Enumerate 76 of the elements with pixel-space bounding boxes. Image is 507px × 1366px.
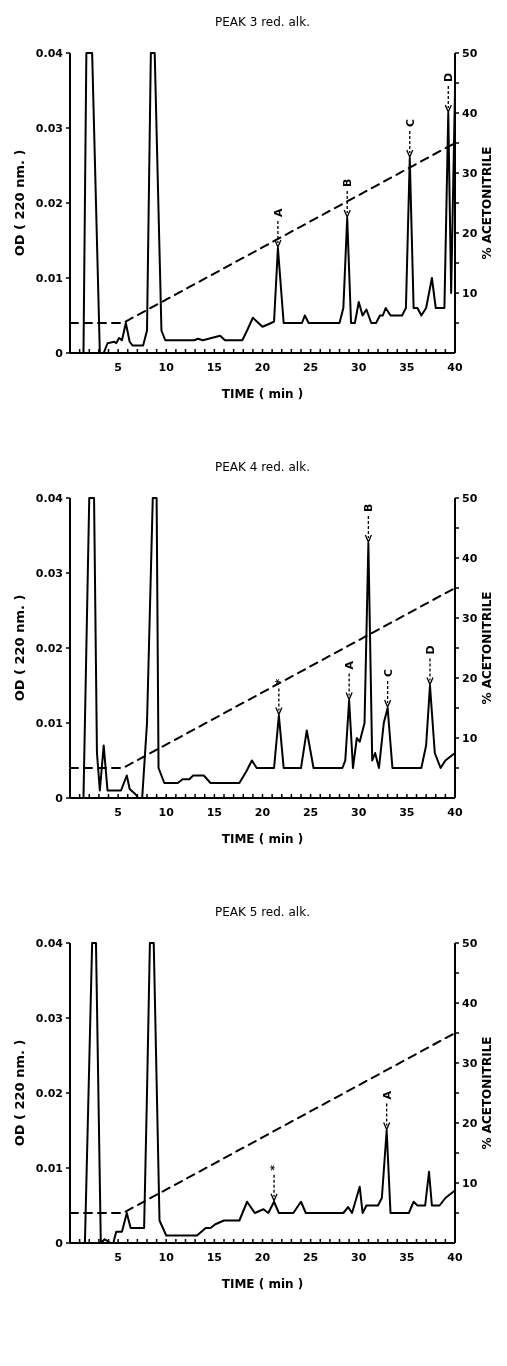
y-tick-label: 0.04 [35, 937, 64, 950]
x-tick-label: 35 [399, 361, 415, 374]
y-tick-label: 0 [55, 792, 64, 805]
annotation: D [442, 72, 456, 82]
y2-tick-label: 20 [462, 1117, 478, 1130]
x-tick-label: 30 [351, 806, 367, 819]
y-tick-label: 0.03 [35, 567, 63, 580]
x-tick-label: 20 [254, 1251, 271, 1264]
y-tick-label: 0 [55, 347, 64, 360]
y-tick-label: 0.04 [35, 47, 64, 60]
x-tick-label: 20 [254, 806, 271, 819]
annotation: B [341, 178, 355, 187]
x-tick-label: 15 [206, 1251, 223, 1264]
y2-tick-label: 30 [462, 1057, 478, 1070]
x-axis-title: TIME ( min ) [221, 1277, 304, 1291]
y2-tick-label: 50 [462, 937, 478, 950]
y2-tick-label: 40 [462, 997, 478, 1010]
annotation: C [403, 118, 417, 127]
x-tick-label: 35 [399, 1251, 415, 1264]
y2-tick-label: 30 [462, 612, 478, 625]
x-tick-label: 10 [158, 1251, 175, 1264]
y-axis-title: OD ( 220 nm. ) [12, 149, 27, 257]
annotation: C [381, 668, 395, 677]
y-tick-label: 0 [55, 1237, 64, 1250]
y2-tick-label: 10 [462, 1177, 478, 1190]
chart-title: PEAK 4 red. alk. [215, 460, 310, 474]
y-tick-label: 0.01 [35, 1162, 63, 1175]
y2-axis-title: % ACETONITRILE [480, 591, 494, 705]
x-tick-label: 5 [114, 1251, 122, 1264]
annotation: A [380, 1090, 394, 1100]
y-tick-label: 0.04 [35, 492, 64, 505]
chart-title: PEAK 5 red. alk. [215, 905, 310, 919]
y2-axis-title: % ACETONITRILE [480, 1036, 494, 1150]
x-tick-label: 5 [114, 361, 122, 374]
y2-tick-label: 10 [462, 732, 478, 745]
y-tick-label: 0.02 [35, 1087, 63, 1100]
y2-tick-label: 50 [462, 47, 478, 60]
annotation: A [271, 208, 285, 217]
y-tick-label: 0.02 [35, 197, 63, 210]
y-axis-title: OD ( 220 nm. ) [12, 594, 27, 702]
annotation: * [268, 1164, 282, 1171]
x-axis-title: TIME ( min ) [221, 387, 304, 401]
x-tick-label: 15 [206, 361, 223, 374]
y2-axis-title: % ACETONITRILE [480, 146, 494, 260]
x-tick-label: 40 [447, 806, 463, 819]
y-tick-label: 0.03 [35, 1012, 63, 1025]
y2-tick-label: 40 [462, 107, 478, 120]
x-tick-label: 5 [114, 806, 122, 819]
x-tick-label: 30 [351, 1251, 367, 1264]
x-tick-label: 10 [158, 806, 175, 819]
x-tick-label: 40 [447, 361, 463, 374]
y2-tick-label: 30 [462, 167, 478, 180]
y2-tick-label: 10 [462, 287, 478, 300]
y2-tick-label: 20 [462, 672, 478, 685]
x-tick-label: 10 [158, 361, 175, 374]
x-tick-label: 30 [351, 361, 367, 374]
annotation: A [343, 660, 357, 670]
y-tick-label: 0.01 [35, 272, 63, 285]
y-axis-title: OD ( 220 nm. ) [12, 1039, 27, 1147]
y-tick-label: 0.02 [35, 642, 63, 655]
x-tick-label: 20 [254, 361, 271, 374]
y2-tick-label: 20 [462, 227, 478, 240]
x-tick-label: 25 [302, 1251, 319, 1264]
y2-tick-label: 50 [462, 492, 478, 505]
annotation: D [423, 645, 437, 655]
x-tick-label: 40 [447, 1251, 463, 1264]
annotation: B [362, 503, 376, 512]
x-tick-label: 25 [302, 361, 319, 374]
y-tick-label: 0.01 [35, 717, 63, 730]
x-axis-title: TIME ( min ) [221, 832, 304, 846]
x-tick-label: 15 [206, 806, 223, 819]
y2-tick-label: 40 [462, 552, 478, 565]
x-tick-label: 35 [399, 806, 415, 819]
y-tick-label: 0.03 [35, 122, 63, 135]
x-tick-label: 25 [302, 806, 319, 819]
chart-title: PEAK 3 red. alk. [215, 15, 310, 29]
